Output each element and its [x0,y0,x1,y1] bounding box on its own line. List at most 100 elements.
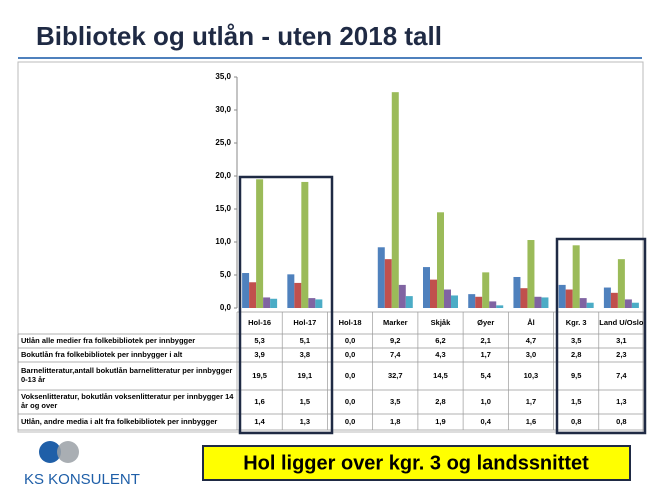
logo-text: KS KONSULENT [24,471,140,488]
bar [430,279,437,308]
data-label: 10,3 [523,370,539,380]
data-label: 2,1 [480,335,491,345]
logo-mark [39,441,61,463]
x-tick-label-cell: Hol-18 [338,317,362,327]
bar [468,294,476,308]
data-label: 3,1 [616,335,627,345]
bar [610,292,618,308]
data-label: 6,2 [435,335,446,345]
callout-box [202,445,631,481]
data-label: 0,4 [480,416,491,426]
data-label: 1,8 [390,416,401,426]
legend-entry-cell: Utlån, andre media i alt fra folkebiblio… [21,416,218,426]
y-tick-label: 20,0 [215,171,231,180]
data-label-cell: 1,6 [254,397,264,406]
data-label-cell: 0,4 [480,416,491,426]
data-label-cell: 5,4 [480,370,491,380]
data-label-cell: 5,1 [300,336,310,345]
y-tick-label: 0,0 [220,303,232,312]
data-label-cell: 0,8 [571,417,581,426]
data-label-cell: 1,9 [435,416,446,426]
bar [301,181,309,308]
data-label-cell: 0,0 [344,416,356,426]
data-label: 3,5 [390,396,401,406]
bar [249,282,257,308]
data-label: 1,5 [299,396,311,406]
bar [287,274,295,308]
data-label-cell: 2,1 [480,335,491,345]
data-label-cell: 14,5 [433,371,448,380]
x-tick-label: Hol-16 [248,317,272,327]
bar [377,247,385,308]
slide-title: Bibliotek og utlån - uten 2018 tall [36,21,442,51]
bar [572,245,580,308]
data-label-cell: 5,3 [254,335,265,345]
x-tick-label: Land U/Oslo [599,317,644,327]
x-tick-label-cell: Skjåk [431,318,451,327]
bar [565,289,573,308]
data-label: 1,3 [299,416,311,426]
chart: 0,0 5,0 10,0 15,0 20,0 25,0 30,0 35,0 Hol-16 5,3 3… [17,72,645,431]
bar [308,298,316,308]
data-label-cell: 1,3 [616,396,627,406]
legend-entry-cell: Barnelitteratur,antall bokutlån barnelit… [21,367,232,384]
data-label: 1,3 [616,396,627,406]
data-label: 1,9 [435,416,446,426]
data-label: 1,4 [254,416,265,426]
bar [482,272,490,308]
legend-entry: Utlån alle medier fra folkebibliotek per… [21,335,196,345]
data-label-cell: 1,3 [299,416,311,426]
data-label-cell: 19,1 [297,370,313,380]
data-label: 2,3 [616,349,627,359]
legend-entry-cell: Voksenlitteratur, bokutlån voksenlittera… [21,392,234,410]
data-label: 0,0 [344,416,356,426]
data-label-cell: 1,8 [390,416,401,426]
bar [242,273,250,308]
bar [451,295,458,308]
bar [475,296,483,308]
bar [624,299,632,308]
data-label: 9,5 [570,370,582,380]
legend-entry-cell: Bokutlån fra folkebibliotek per innbygge… [21,350,182,359]
bar [631,302,639,308]
data-label: 5,4 [480,370,491,380]
bar [579,298,587,308]
bar [405,296,413,308]
data-label-cell: 1,5 [299,396,311,406]
data-label-cell: 3,8 [300,350,310,359]
data-label: 19,5 [252,370,267,380]
data-label: 1,6 [525,416,537,426]
y-tick-label: 15,0 [215,204,231,213]
legend-entry: Utlån, andre media i alt fra folkebiblio… [21,416,218,426]
data-label: 19,1 [297,370,313,380]
x-tick-label: Øyer [477,317,495,327]
data-label: 5,3 [254,335,265,345]
data-label-cell: 3,0 [525,349,537,359]
data-label: 4,3 [435,349,446,359]
legend-entry-cell: Utlån alle medier fra folkebibliotek per… [21,335,196,345]
bar [391,92,399,309]
data-label: 3,0 [525,349,537,359]
bar [520,288,528,308]
data-label-cell: 9,2 [390,336,400,345]
data-label-cell: 3,9 [254,350,264,359]
data-label-cell: 10,3 [523,370,539,380]
y-tick-label: 30,0 [215,105,231,114]
data-label-cell: 0,0 [345,336,355,345]
callout-text: Hol ligger over kgr. 3 og landssnittet [243,452,589,474]
data-label-cell: 19,5 [252,370,267,380]
data-label-cell: 2,8 [571,350,581,359]
y-tick-label: 25,0 [215,138,231,147]
x-tick-label-cell: Marker [383,318,408,327]
highlight-box [555,237,647,435]
x-tick-label: Hol-18 [338,317,362,327]
x-tick-label: Kgr. 3 [565,317,587,327]
x-tick-label-cell: Ål [527,318,535,327]
data-label: 32,7 [387,370,403,380]
y-tick-label: 35,0 [215,72,231,81]
data-label: 1,0 [480,396,491,406]
bar [496,305,504,308]
bar [270,298,278,308]
data-label-cell: 6,2 [435,335,446,345]
legend-entry: Voksenlitteratur, bokutlån voksenlittera… [21,392,234,410]
